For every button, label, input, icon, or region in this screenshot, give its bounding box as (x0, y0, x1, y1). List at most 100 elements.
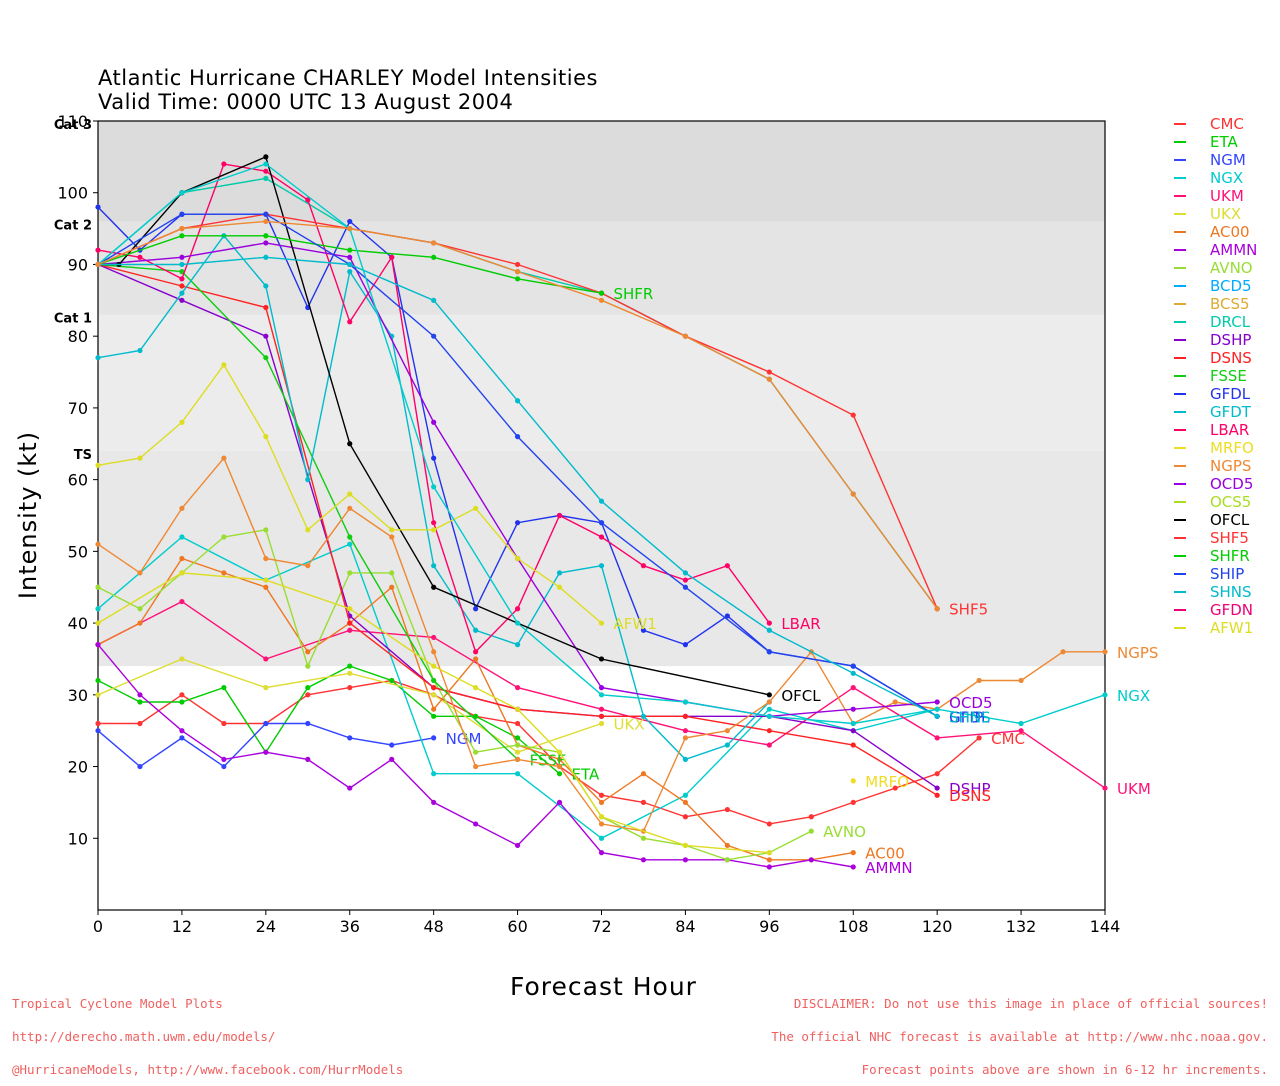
legend-item-gfdn: GFDN (1172, 601, 1272, 619)
data-point (850, 778, 856, 784)
series-end-label-mrfo: MRFO (865, 773, 909, 791)
data-point (598, 821, 605, 827)
data-point (263, 685, 269, 691)
data-point (1018, 720, 1024, 727)
data-point (976, 677, 982, 684)
data-point (263, 434, 269, 440)
data-point (514, 756, 521, 762)
legend-item-ship: SHIP (1172, 565, 1272, 583)
legend-item-avno: AVNO (1172, 259, 1272, 277)
legend-label: NGX (1210, 169, 1244, 187)
series-unlabeled-29 (95, 570, 772, 856)
data-point (682, 584, 689, 590)
data-point (347, 541, 353, 547)
data-point (263, 211, 269, 217)
data-point (766, 376, 772, 382)
data-point (514, 720, 521, 727)
data-point (305, 527, 311, 533)
data-point (221, 570, 227, 576)
data-point (934, 735, 940, 741)
legend-swatch (1174, 303, 1186, 305)
data-point (137, 570, 143, 576)
data-point (431, 799, 437, 806)
data-point (95, 247, 101, 253)
data-point (682, 570, 689, 576)
y-tick-label: 10 (68, 829, 88, 848)
x-tick-label: 60 (507, 917, 527, 936)
x-tick-label: 120 (922, 917, 953, 936)
legend-item-ac00: AC00 (1172, 223, 1272, 241)
y-tick-label: 110 (57, 112, 88, 131)
data-point (221, 161, 227, 167)
x-tick-label: 108 (838, 917, 869, 936)
data-point (221, 685, 227, 691)
data-point (95, 204, 101, 210)
legend-swatch (1174, 447, 1186, 449)
data-point (95, 677, 101, 684)
data-point (95, 584, 101, 590)
series-line-fsse (97, 263, 519, 760)
data-point (305, 563, 311, 569)
data-point (850, 799, 856, 806)
x-tick-label: 84 (675, 917, 695, 936)
band-cat-1 (98, 314, 1105, 451)
data-point (724, 613, 730, 619)
data-point (263, 656, 269, 662)
data-point (640, 771, 647, 777)
legend-label: NGPS (1210, 457, 1252, 475)
data-point (598, 498, 605, 504)
legend-item-shf5: SHF5 (1172, 529, 1272, 547)
series-end-label-afw1: AFW1 (614, 615, 657, 633)
data-point (179, 254, 185, 260)
data-point (766, 369, 772, 375)
data-point (431, 735, 437, 741)
data-point (473, 749, 479, 755)
data-point (766, 857, 772, 863)
legend-swatch (1174, 213, 1186, 215)
data-point (263, 577, 269, 583)
data-point (179, 728, 185, 734)
data-point (808, 828, 814, 834)
x-tick-label: 144 (1090, 917, 1121, 936)
series-end-label-ngps: NGPS (1117, 644, 1158, 662)
data-point (473, 821, 479, 827)
data-point (179, 570, 185, 576)
band-label-ts: TS (74, 448, 92, 463)
data-point (389, 742, 395, 748)
data-point (514, 706, 521, 712)
data-point (263, 333, 269, 339)
legend-label: ETA (1210, 133, 1238, 151)
data-point (514, 685, 521, 691)
series-ship: SHIP (95, 211, 983, 726)
data-point (514, 555, 521, 562)
data-point (682, 792, 689, 798)
legend-label: GFDL (1210, 385, 1251, 403)
legend-swatch (1174, 375, 1186, 377)
data-point (598, 850, 605, 856)
legend-swatch (1174, 231, 1186, 233)
data-point (137, 720, 143, 727)
data-point (347, 218, 353, 225)
legend-item-ngm: NGM (1172, 151, 1272, 169)
data-point (682, 842, 689, 849)
data-point (1018, 728, 1024, 734)
legend-swatch (1174, 501, 1186, 503)
data-point (95, 720, 101, 727)
series-end-label-ukm: UKM (1117, 780, 1151, 798)
series-end-label-ocd5: OCD5 (949, 694, 992, 712)
legend-label: AC00 (1210, 223, 1250, 241)
data-point (347, 225, 353, 232)
legend-swatch (1174, 537, 1186, 539)
series-end-label-shfr: SHFR (614, 285, 654, 303)
data-point (766, 627, 772, 633)
data-point (347, 670, 353, 676)
data-point (431, 563, 437, 569)
data-point (179, 656, 185, 662)
legend-swatch (1174, 483, 1186, 485)
data-point (389, 534, 395, 540)
data-point (221, 534, 227, 540)
y-tick-label: 100 (57, 184, 88, 203)
data-point (389, 570, 395, 576)
series-shns: SHNS (95, 254, 991, 726)
x-tick-label: 48 (423, 917, 443, 936)
